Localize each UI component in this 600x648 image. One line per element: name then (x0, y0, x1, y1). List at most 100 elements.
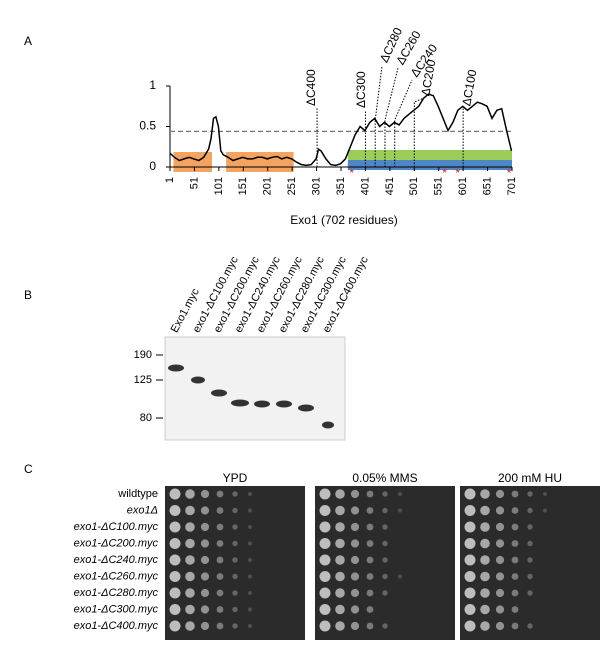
x-tick-label: 701 (506, 177, 518, 195)
strain-label: exo1Δ (127, 504, 158, 516)
yeast-spot (480, 571, 490, 582)
disorder-line (169, 93, 513, 167)
yeast-spot (248, 492, 252, 496)
yeast-spot (335, 538, 345, 549)
blue-region (347, 160, 512, 170)
strain-label: exo1-ΔC100.myc (74, 521, 159, 533)
yeast-spot (335, 505, 345, 516)
truncation-line (394, 79, 413, 167)
truncation-label: ΔC400 (304, 69, 318, 106)
yeast-spot (527, 590, 533, 596)
yeast-spot (527, 491, 533, 497)
yeast-spot (350, 605, 360, 614)
yeast-spot (511, 490, 519, 498)
yeast-spot (350, 555, 360, 565)
yeast-spot (169, 587, 181, 599)
yeast-spot (185, 555, 195, 565)
y-tick-label: 1 (149, 78, 156, 92)
yeast-spot (185, 505, 195, 516)
yeast-spot (464, 571, 476, 582)
yeast-spot (495, 588, 505, 598)
yeast-spot (169, 521, 181, 533)
band (276, 400, 292, 408)
condition-label: 0.05% MMS (352, 471, 417, 485)
yeast-spot (169, 571, 181, 582)
yeast-spot (169, 554, 181, 566)
band (322, 421, 334, 429)
yeast-spot (169, 620, 181, 632)
yeast-spot (216, 490, 224, 498)
yeast-spot (319, 521, 331, 533)
x-tick-label: 451 (384, 177, 396, 195)
yeast-spot (511, 556, 519, 564)
yeast-spot (464, 488, 476, 500)
yeast-spot (319, 538, 331, 549)
x-tick-label: 601 (457, 177, 469, 195)
x-tick-label: 301 (310, 177, 322, 195)
yeast-spot (480, 505, 490, 516)
yeast-spot (350, 522, 360, 532)
marker-label: 190 (134, 349, 152, 361)
yeast-spot (543, 492, 547, 496)
yeast-spot (335, 604, 345, 615)
strain-label: exo1-ΔC200.myc (74, 537, 159, 549)
yeast-spot (200, 506, 210, 515)
yeast-spot (248, 574, 252, 579)
yeast-spot (382, 557, 388, 563)
yeast-spot (480, 555, 490, 565)
x-tick-label: 551 (433, 177, 445, 195)
band (298, 404, 314, 412)
asterisk: * (455, 166, 460, 180)
strain-label: exo1-ΔC280.myc (74, 587, 159, 599)
yeast-spot (232, 557, 238, 563)
yeast-spot (511, 589, 519, 597)
yeast-spot (495, 506, 505, 515)
yeast-spot (366, 589, 374, 597)
yeast-spot (382, 540, 388, 547)
yeast-spot (232, 491, 238, 497)
yeast-spot (366, 507, 374, 514)
marker-label: 80 (140, 412, 152, 424)
yeast-spot (335, 489, 345, 499)
yeast-spot (350, 506, 360, 515)
yeast-spot (200, 572, 210, 581)
strain-label: exo1-ΔC240.myc (74, 554, 159, 566)
yeast-spot (232, 524, 238, 530)
yeast-spot (232, 573, 238, 580)
yeast-spot (543, 508, 547, 513)
x-tick-label: 351 (335, 177, 347, 195)
panel-label: A (24, 34, 32, 48)
x-tick-label: 651 (481, 177, 493, 195)
y-tick-label: 0.5 (139, 119, 156, 133)
yeast-spot (185, 588, 195, 598)
yeast-spot (216, 507, 224, 514)
orange-region (226, 152, 294, 172)
yeast-spot (382, 491, 388, 497)
yeast-spot (464, 604, 476, 615)
yeast-spot (480, 522, 490, 532)
yeast-spot (232, 590, 238, 596)
yeast-spot (248, 508, 252, 513)
yeast-spot (232, 507, 238, 514)
yeast-spot (480, 538, 490, 549)
yeast-spot (185, 538, 195, 549)
yeast-spot (366, 606, 374, 613)
truncation-label: ΔC100 (459, 68, 479, 107)
band (254, 400, 270, 408)
yeast-spot (511, 507, 519, 514)
yeast-spot (398, 492, 402, 496)
yeast-spot (350, 572, 360, 581)
yeast-spot (319, 587, 331, 599)
yeast-spot (185, 522, 195, 532)
asterisk: * (442, 166, 447, 180)
yeast-spot (335, 621, 345, 631)
yeast-spot (495, 489, 505, 499)
yeast-spot (216, 523, 224, 531)
x-tick-label: 501 (408, 177, 420, 195)
yeast-spot (382, 590, 388, 596)
yeast-spot (464, 587, 476, 599)
yeast-spot (366, 573, 374, 580)
yeast-spot (398, 508, 402, 513)
yeast-spot (319, 604, 331, 615)
yeast-spot (495, 555, 505, 565)
